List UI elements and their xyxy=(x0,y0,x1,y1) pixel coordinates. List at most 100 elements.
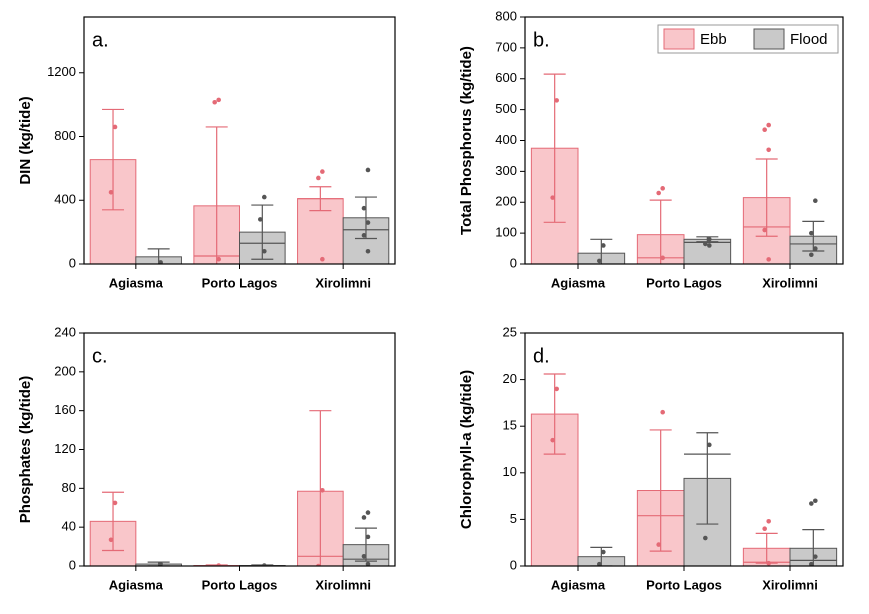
y-tick-label: 240 xyxy=(54,324,76,339)
y-tick-label: 10 xyxy=(503,464,517,479)
legend-label: Flood xyxy=(790,31,828,48)
y-axis-label: Total Phosphorus (kg/tide) xyxy=(458,46,475,235)
data-point xyxy=(703,241,708,247)
data-point xyxy=(601,549,606,555)
data-point xyxy=(550,195,555,200)
data-point xyxy=(766,518,771,524)
panel: 0 40 80 120 160 200 240 Agiasma Porto Lagos Xirol… xyxy=(17,324,396,592)
data-point xyxy=(554,386,559,392)
legend-swatch xyxy=(663,28,695,50)
x-tick-label: Xirolimni xyxy=(762,275,818,290)
data-point xyxy=(361,233,367,238)
data-point xyxy=(762,526,767,532)
plot-frame xyxy=(524,16,844,265)
data-point xyxy=(597,561,602,566)
data-point xyxy=(550,437,555,443)
x-tick-label: Porto Lagos xyxy=(202,275,278,290)
x-tick-label: Agiasma xyxy=(109,275,164,290)
panel: 0 400 800 1200 Agiasma Porto Lagos Xirolimni a.… xyxy=(17,16,396,290)
data-point xyxy=(320,256,325,262)
data-point xyxy=(216,563,221,566)
data-point xyxy=(766,122,771,128)
data-point xyxy=(320,487,325,493)
panel-label: c. xyxy=(92,345,108,367)
data-point xyxy=(158,260,163,264)
y-axis-label: Chlorophyll-a (kg/tide) xyxy=(458,370,475,529)
y-tick-label: 800 xyxy=(54,128,76,143)
y-tick-label: 5 xyxy=(510,511,517,526)
data-point xyxy=(262,563,267,566)
plot-frame xyxy=(524,332,844,567)
plot-area xyxy=(89,97,390,264)
error-bar xyxy=(590,546,613,566)
y-tick-label: 120 xyxy=(54,441,76,456)
y-tick-label: 100 xyxy=(495,225,517,240)
y-tick-label: 200 xyxy=(54,363,76,378)
data-point xyxy=(809,252,814,258)
x-tick-label: Agiasma xyxy=(551,275,606,290)
data-point xyxy=(365,220,371,225)
data-point xyxy=(813,246,818,251)
data-point xyxy=(703,535,708,541)
y-tick-label: 200 xyxy=(495,194,517,209)
y-tick-label: 400 xyxy=(54,192,76,207)
data-point xyxy=(365,510,371,515)
legend: Ebb Flood xyxy=(657,24,839,54)
data-point xyxy=(809,561,814,566)
data-point xyxy=(365,534,371,540)
data-point xyxy=(762,127,767,132)
y-axis-label: Phosphates (kg/tide) xyxy=(17,376,34,524)
data-point xyxy=(258,217,263,222)
panel-label: a. xyxy=(92,29,109,51)
y-tick-label: 80 xyxy=(62,480,76,495)
x-tick-label: Porto Lagos xyxy=(646,577,722,592)
data-point xyxy=(707,237,712,242)
data-point xyxy=(707,243,712,248)
data-point xyxy=(361,515,367,520)
y-tick-label: 400 xyxy=(495,132,517,147)
x-tick-label: Porto Lagos xyxy=(646,275,722,290)
data-point xyxy=(601,243,606,248)
error-bar xyxy=(755,158,778,237)
data-point xyxy=(365,561,371,566)
data-point xyxy=(766,257,771,262)
data-point xyxy=(656,190,661,196)
legend-label: Ebb xyxy=(700,31,727,48)
error-bar xyxy=(590,238,613,264)
y-tick-label: 1200 xyxy=(47,64,76,79)
y-tick-label: 0 xyxy=(69,255,76,270)
data-point xyxy=(112,124,118,130)
data-point xyxy=(320,169,325,174)
error-bar xyxy=(649,429,672,552)
x-tick-label: Xirolimni xyxy=(315,275,371,290)
panel: 0 5 10 15 20 25 Agiasma Porto Lagos Xirolimni d. C… xyxy=(458,324,844,592)
data-point xyxy=(813,554,818,559)
y-tick-label: 0 xyxy=(510,255,517,270)
plot-area xyxy=(530,373,838,566)
data-point xyxy=(660,186,665,191)
data-point xyxy=(361,205,367,211)
x-tick-label: Agiasma xyxy=(551,577,606,592)
plot-frame xyxy=(83,332,396,567)
x-tick-label: Porto Lagos xyxy=(202,577,278,592)
y-tick-label: 300 xyxy=(495,163,517,178)
data-point xyxy=(365,167,371,173)
y-tick-label: 700 xyxy=(495,39,517,54)
y-tick-label: 15 xyxy=(503,418,517,433)
data-point xyxy=(212,99,217,105)
data-point xyxy=(216,256,221,262)
panel-label: b. xyxy=(533,29,550,51)
y-tick-label: 0 xyxy=(510,557,517,572)
panel: 0 100 200 300 400 500 600 700 800 Agiasma Porto La… xyxy=(458,8,844,290)
y-axis-label: DIN (kg/tide) xyxy=(17,96,34,184)
data-point xyxy=(158,561,163,566)
data-point xyxy=(809,501,814,506)
y-tick-label: 800 xyxy=(495,8,517,23)
data-point xyxy=(361,553,367,559)
y-tick-label: 40 xyxy=(62,519,76,534)
data-point xyxy=(809,230,814,236)
data-point xyxy=(766,147,771,153)
error-bar xyxy=(802,220,825,252)
legend-swatch xyxy=(753,28,785,50)
y-tick-label: 500 xyxy=(495,101,517,116)
